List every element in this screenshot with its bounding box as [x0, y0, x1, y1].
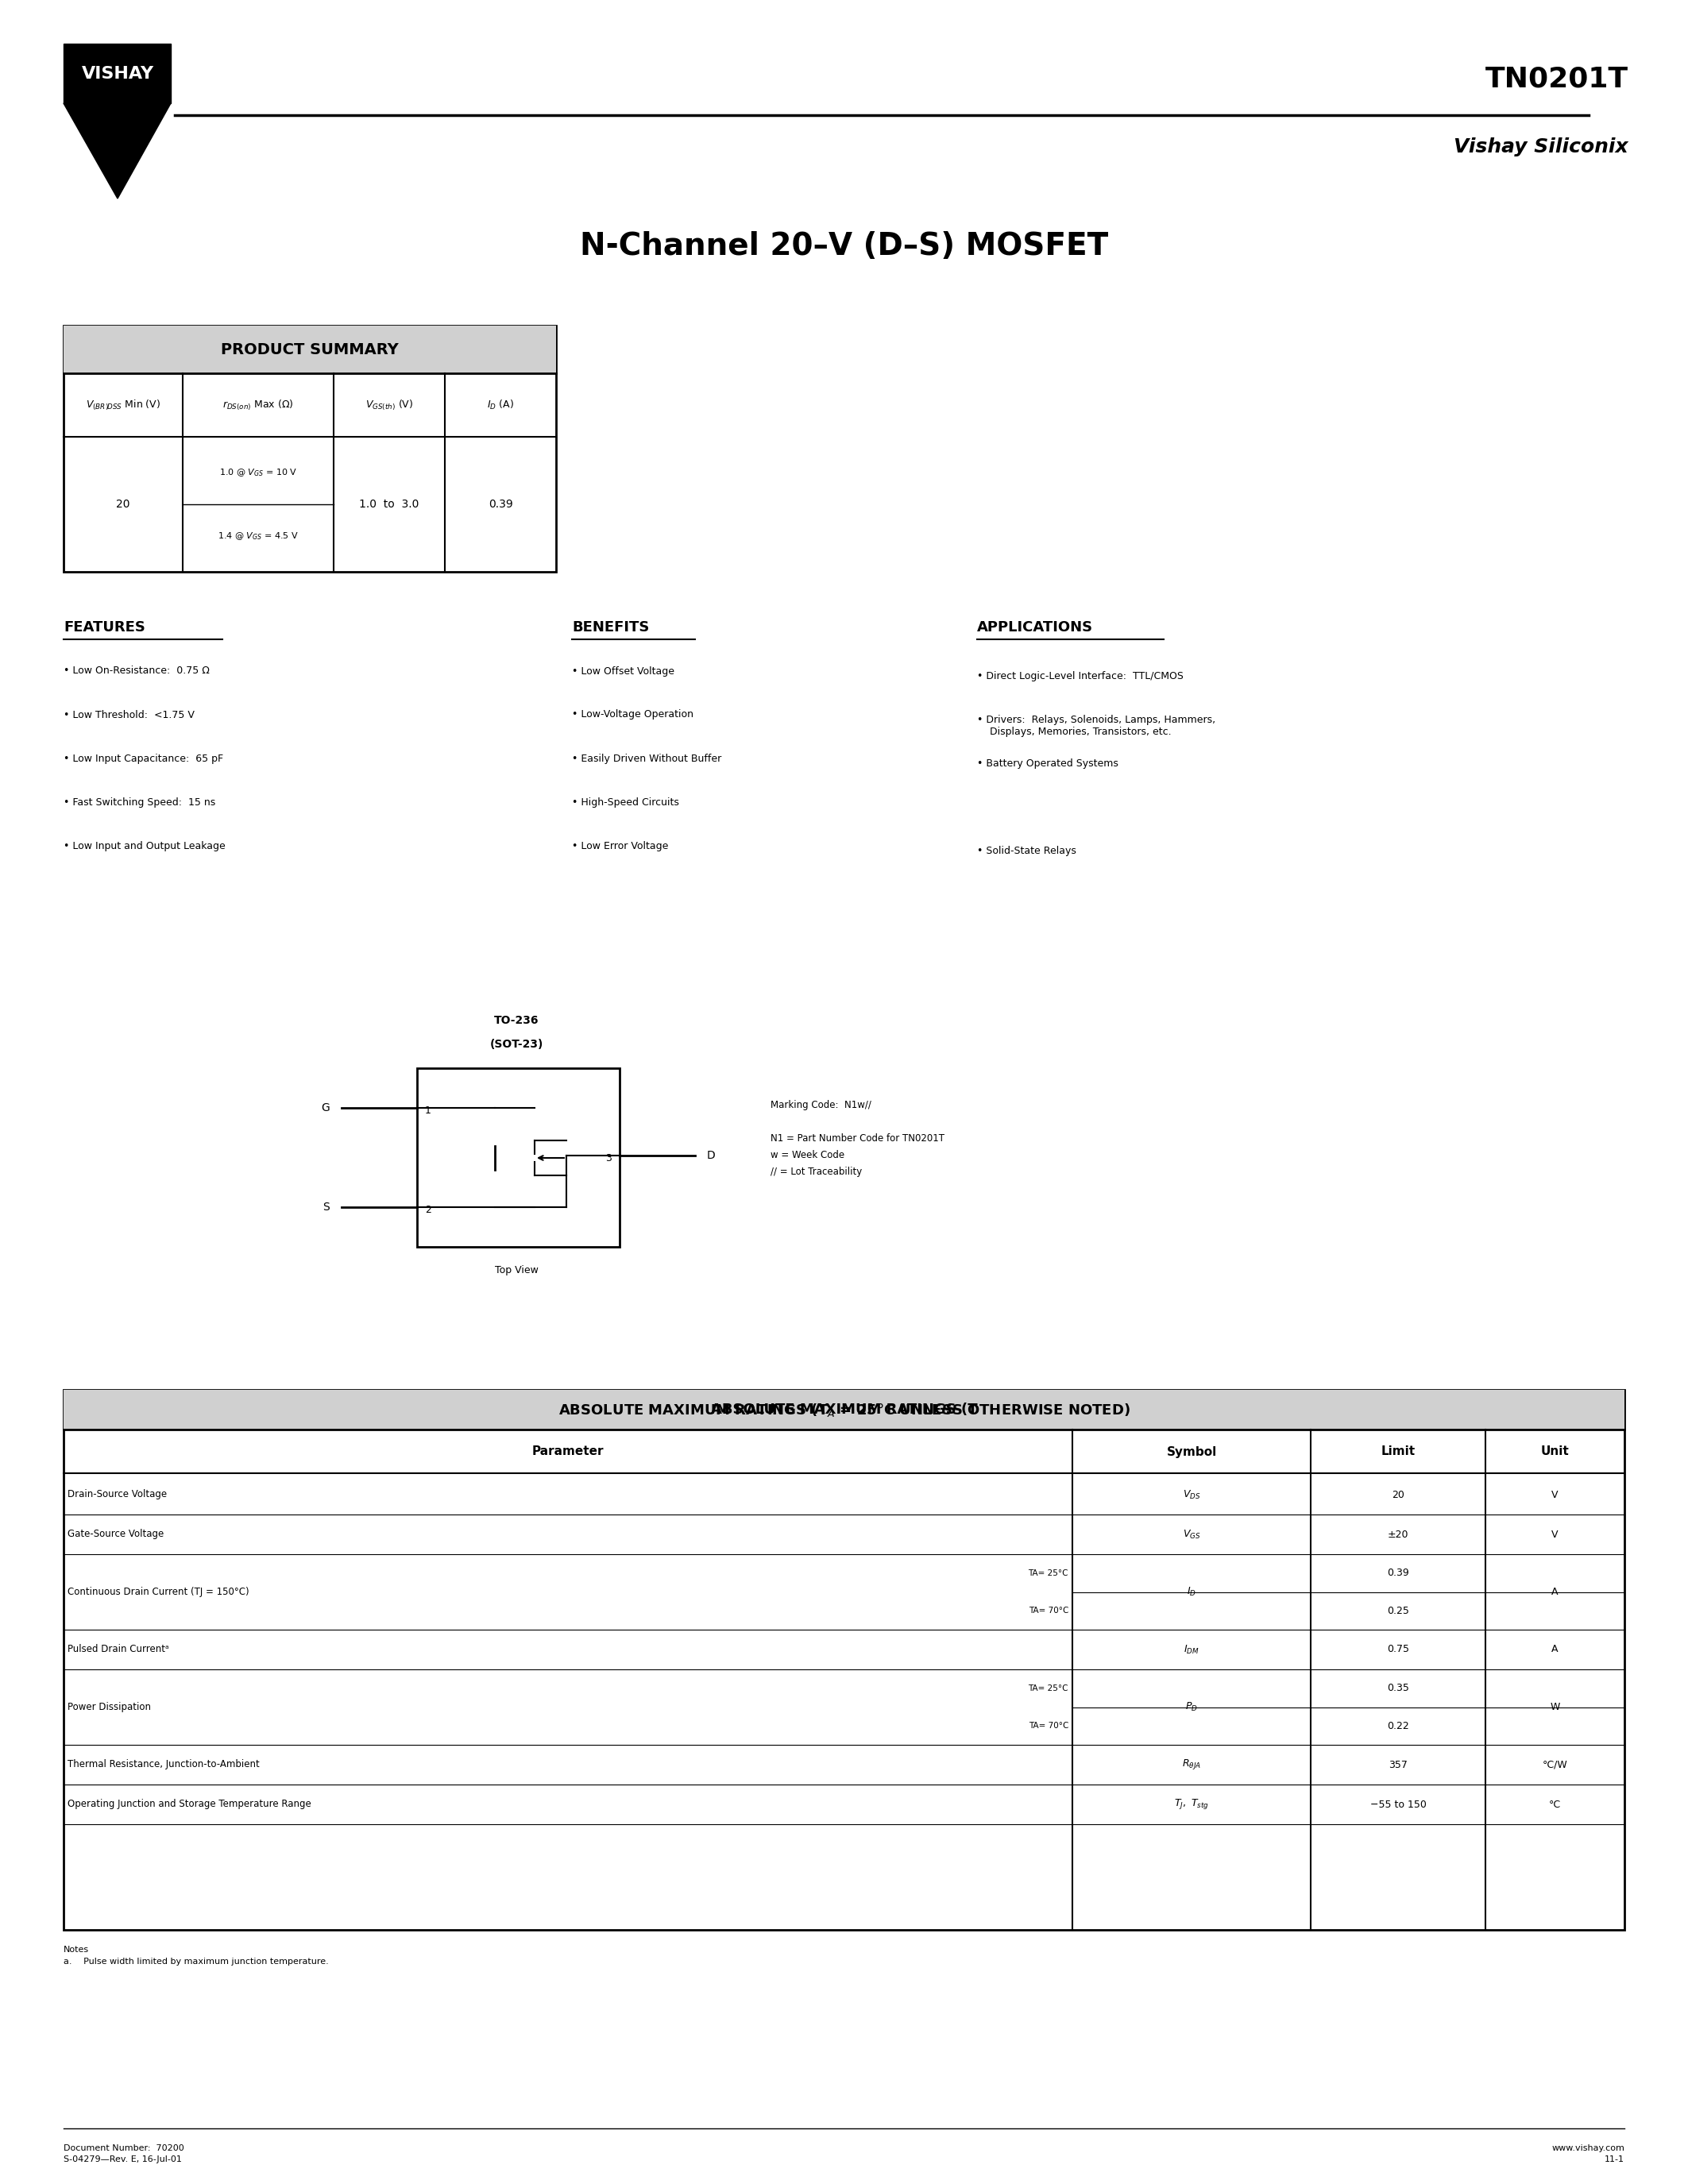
Text: Marking Code:  N1w//

N1 = Part Number Code for TN0201T
w = Week Code
// = Lot T: Marking Code: N1w// N1 = Part Number Cod…	[770, 1101, 945, 1177]
Bar	[64, 325, 555, 572]
Text: V: V	[1551, 1489, 1558, 1500]
Bar	[417, 1068, 619, 1247]
Text: $V_{(BR)DSS}$ Min (V): $V_{(BR)DSS}$ Min (V)	[86, 397, 160, 413]
Text: PRODUCT SUMMARY: PRODUCT SUMMARY	[221, 343, 398, 356]
Text: G: G	[321, 1103, 329, 1114]
Text: 0.25: 0.25	[1388, 1605, 1409, 1616]
Text: Pulsed Drain Currentᵃ: Pulsed Drain Currentᵃ	[68, 1645, 169, 1655]
Text: Thermal Resistance, Junction-to-Ambient: Thermal Resistance, Junction-to-Ambient	[68, 1760, 260, 1769]
Text: • Low Input and Output Leakage: • Low Input and Output Leakage	[64, 841, 226, 852]
Text: $I_{DM}$: $I_{DM}$	[1183, 1645, 1200, 1655]
Text: Top View: Top View	[495, 1265, 538, 1275]
Text: (SOT-23): (SOT-23)	[490, 1040, 544, 1051]
Text: 0.39: 0.39	[488, 498, 513, 509]
Text: • Low On-Resistance:  0.75 Ω: • Low On-Resistance: 0.75 Ω	[64, 666, 209, 677]
Text: 0.22: 0.22	[1388, 1721, 1409, 1732]
Text: $T_J,\ T_{stg}$: $T_J,\ T_{stg}$	[1175, 1797, 1209, 1811]
Text: ABSOLUTE MAXIMUM RATINGS (T: ABSOLUTE MAXIMUM RATINGS (T	[711, 1402, 977, 1417]
Text: $I_D$ (A): $I_D$ (A)	[486, 400, 513, 411]
Text: TA= 25°C: TA= 25°C	[1028, 1684, 1069, 1693]
Bar	[64, 1389, 1624, 1931]
Text: 0.75: 0.75	[1388, 1645, 1409, 1655]
Polygon shape	[64, 44, 170, 103]
Text: D: D	[707, 1151, 716, 1162]
Text: VISHAY: VISHAY	[81, 66, 154, 81]
Text: W: W	[1550, 1701, 1560, 1712]
Text: 2: 2	[425, 1206, 430, 1216]
Text: $R_{\theta JA}$: $R_{\theta JA}$	[1182, 1758, 1202, 1771]
Text: $I_D$: $I_D$	[1187, 1586, 1197, 1599]
Text: • Low Threshold:  <1.75 V: • Low Threshold: <1.75 V	[64, 710, 194, 721]
Text: TA= 25°C: TA= 25°C	[1028, 1568, 1069, 1577]
Text: 0.35: 0.35	[1388, 1684, 1409, 1693]
Text: ABSOLUTE MAXIMUM RATINGS (T$_A$ = 25°C UNLESS OTHERWISE NOTED): ABSOLUTE MAXIMUM RATINGS (T$_A$ = 25°C U…	[559, 1402, 1131, 1417]
Text: Limit: Limit	[1381, 1446, 1415, 1457]
Text: • High-Speed Circuits: • High-Speed Circuits	[572, 797, 679, 808]
Polygon shape	[64, 103, 170, 199]
Text: 1.0 @ $V_{GS}$ = 10 V: 1.0 @ $V_{GS}$ = 10 V	[219, 467, 297, 478]
Text: 1.0  to  3.0: 1.0 to 3.0	[360, 498, 419, 509]
Text: • Battery Operated Systems: • Battery Operated Systems	[977, 758, 1119, 769]
Text: 3: 3	[606, 1153, 611, 1164]
Text: TA= 70°C: TA= 70°C	[1028, 1607, 1069, 1614]
Text: $V_{GS(th)}$ (V): $V_{GS(th)}$ (V)	[365, 397, 414, 413]
Text: FEATURES: FEATURES	[64, 620, 145, 636]
Text: Gate-Source Voltage: Gate-Source Voltage	[68, 1529, 164, 1540]
Text: APPLICATIONS: APPLICATIONS	[977, 620, 1094, 636]
Text: • Low Error Voltage: • Low Error Voltage	[572, 841, 668, 852]
Text: Power Dissipation: Power Dissipation	[68, 1701, 150, 1712]
Text: TO-236: TO-236	[495, 1016, 538, 1026]
Text: V: V	[1551, 1529, 1558, 1540]
Text: $V_{DS}$: $V_{DS}$	[1183, 1489, 1200, 1500]
Text: Document Number:  70200
S-04279—Rev. E, 16-Jul-01: Document Number: 70200 S-04279—Rev. E, 1…	[64, 2145, 184, 2164]
Text: • Low Offset Voltage: • Low Offset Voltage	[572, 666, 675, 677]
Text: Symbol: Symbol	[1166, 1446, 1217, 1457]
Text: A: A	[1551, 1645, 1558, 1655]
Text: • Drivers:  Relays, Solenoids, Lamps, Hammers,
    Displays, Memories, Transisto: • Drivers: Relays, Solenoids, Lamps, Ham…	[977, 714, 1215, 736]
Text: °C: °C	[1550, 1800, 1561, 1811]
Bar	[64, 325, 555, 373]
Text: Drain-Source Voltage: Drain-Source Voltage	[68, 1489, 167, 1500]
Text: Operating Junction and Storage Temperature Range: Operating Junction and Storage Temperatu…	[68, 1800, 311, 1811]
Text: TA= 70°C: TA= 70°C	[1028, 1721, 1069, 1730]
Text: °C/W: °C/W	[1543, 1760, 1568, 1769]
Text: Parameter: Parameter	[532, 1446, 604, 1457]
Text: • Fast Switching Speed:  15 ns: • Fast Switching Speed: 15 ns	[64, 797, 216, 808]
Text: −55 to 150: −55 to 150	[1371, 1800, 1426, 1811]
Text: Unit: Unit	[1541, 1446, 1570, 1457]
Text: A: A	[1551, 1588, 1558, 1597]
Text: ±20: ±20	[1388, 1529, 1408, 1540]
Text: • Low Input Capacitance:  65 pF: • Low Input Capacitance: 65 pF	[64, 753, 223, 764]
Text: $P_D$: $P_D$	[1185, 1701, 1198, 1712]
Text: 20: 20	[1393, 1489, 1404, 1500]
Text: 20: 20	[116, 498, 130, 509]
Text: BENEFITS: BENEFITS	[572, 620, 650, 636]
Bar	[64, 1389, 1624, 1431]
Text: $V_{GS}$: $V_{GS}$	[1183, 1529, 1200, 1540]
Text: • Easily Driven Without Buffer: • Easily Driven Without Buffer	[572, 753, 721, 764]
Text: 1: 1	[425, 1105, 430, 1116]
Text: 0.39: 0.39	[1388, 1568, 1409, 1579]
Text: Continuous Drain Current (TJ = 150°C): Continuous Drain Current (TJ = 150°C)	[68, 1588, 250, 1597]
Text: Vishay Siliconix: Vishay Siliconix	[1453, 138, 1629, 157]
Text: TN0201T: TN0201T	[1485, 66, 1629, 94]
Text: S: S	[322, 1201, 329, 1212]
Text: • Low-Voltage Operation: • Low-Voltage Operation	[572, 710, 694, 721]
Text: 1.4 @ $V_{GS}$ = 4.5 V: 1.4 @ $V_{GS}$ = 4.5 V	[218, 531, 299, 542]
Text: $r_{DS(on)}$ Max (Ω): $r_{DS(on)}$ Max (Ω)	[223, 397, 294, 413]
Text: N-Channel 20–V (D–S) MOSFET: N-Channel 20–V (D–S) MOSFET	[581, 232, 1109, 262]
Text: 357: 357	[1389, 1760, 1408, 1769]
Text: www.vishay.com
11-1: www.vishay.com 11-1	[1551, 2145, 1624, 2164]
Text: • Solid-State Relays: • Solid-State Relays	[977, 845, 1077, 856]
Text: Notes
a.  Pulse width limited by maximum junction temperature.: Notes a. Pulse width limited by maximum …	[64, 1946, 329, 1966]
Text: • Direct Logic-Level Interface:  TTL/CMOS: • Direct Logic-Level Interface: TTL/CMOS	[977, 670, 1183, 681]
